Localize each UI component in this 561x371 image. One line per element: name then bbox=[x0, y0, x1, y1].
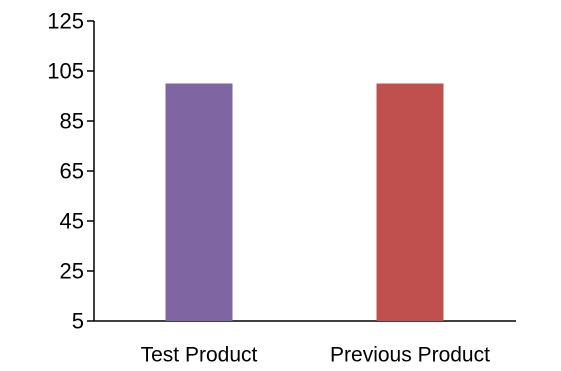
y-tick-label: 25 bbox=[60, 259, 84, 284]
bars bbox=[165, 83, 444, 321]
y-tick-label: 125 bbox=[47, 9, 84, 34]
bar-test-product bbox=[165, 83, 233, 321]
y-tick-label: 85 bbox=[60, 109, 84, 134]
y-tick-label: 45 bbox=[60, 209, 84, 234]
y-tick-label: 5 bbox=[72, 309, 84, 334]
y-tick-label: 105 bbox=[47, 59, 84, 84]
bar-previous-product bbox=[376, 83, 444, 321]
x-axis: Test Product Previous Product bbox=[94, 320, 516, 367]
y-axis: 5 25 45 65 85 105 125 bbox=[47, 9, 95, 334]
y-tick-label: 65 bbox=[60, 159, 84, 184]
x-category-label: Previous Product bbox=[330, 344, 490, 367]
x-category-label: Test Product bbox=[141, 344, 258, 367]
